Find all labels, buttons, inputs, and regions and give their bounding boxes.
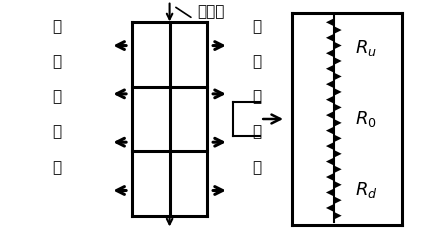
Polygon shape <box>326 127 334 134</box>
Polygon shape <box>326 80 334 88</box>
Text: 热传递: 热传递 <box>197 4 225 19</box>
Text: $R_{u}$: $R_{u}$ <box>355 38 377 58</box>
Polygon shape <box>334 119 342 127</box>
Polygon shape <box>326 18 334 26</box>
Polygon shape <box>326 65 334 73</box>
Polygon shape <box>326 173 334 181</box>
Polygon shape <box>334 73 342 80</box>
Text: 横: 横 <box>53 19 62 34</box>
Polygon shape <box>326 34 334 42</box>
Polygon shape <box>334 57 342 65</box>
Text: 横: 横 <box>252 19 261 34</box>
Polygon shape <box>326 111 334 119</box>
Text: 限: 限 <box>53 124 62 139</box>
Text: $R_{0}$: $R_{0}$ <box>355 109 377 129</box>
Polygon shape <box>326 96 334 104</box>
Text: 限: 限 <box>252 124 261 139</box>
Polygon shape <box>334 150 342 158</box>
Text: 大: 大 <box>53 160 62 175</box>
Polygon shape <box>334 88 342 96</box>
Polygon shape <box>334 26 342 34</box>
Text: 无: 无 <box>252 89 261 104</box>
Text: 向: 向 <box>252 54 261 69</box>
Polygon shape <box>326 158 334 165</box>
Polygon shape <box>334 196 342 204</box>
Polygon shape <box>334 212 342 220</box>
Polygon shape <box>334 181 342 189</box>
Polygon shape <box>334 42 342 49</box>
Polygon shape <box>334 104 342 111</box>
Polygon shape <box>326 204 334 212</box>
Text: 向: 向 <box>53 54 62 69</box>
Polygon shape <box>326 142 334 150</box>
Polygon shape <box>334 165 342 173</box>
Polygon shape <box>326 49 334 57</box>
Polygon shape <box>334 134 342 142</box>
Text: 无: 无 <box>53 89 62 104</box>
Text: $R_{d}$: $R_{d}$ <box>355 180 378 200</box>
Text: 大: 大 <box>252 160 261 175</box>
Polygon shape <box>326 189 334 196</box>
